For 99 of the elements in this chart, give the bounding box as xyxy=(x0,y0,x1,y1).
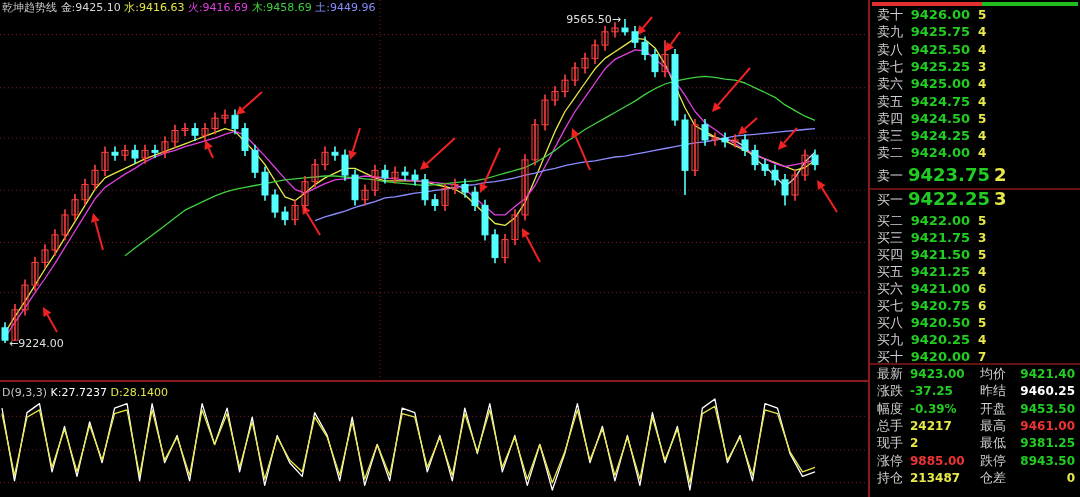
data-label: 9423.00 xyxy=(910,367,965,381)
data-label: 4 xyxy=(978,25,987,40)
data-label: 7 xyxy=(978,350,987,364)
data-label: 3 xyxy=(978,231,987,245)
text: 木:9458.69 xyxy=(251,1,316,14)
category-label: 买一 xyxy=(877,192,903,207)
series-label: D:28.1400 xyxy=(110,386,169,399)
data-label: 9425.00 xyxy=(910,76,970,92)
category-label: 卖一 xyxy=(877,168,903,183)
data-label: 5 xyxy=(978,111,987,126)
data-label: 24217 xyxy=(910,418,952,433)
data-label: 2 xyxy=(994,164,1007,185)
category-label: 现手 xyxy=(877,435,903,451)
data-label: 9460.25 xyxy=(1020,384,1075,399)
data-label: -0.39% xyxy=(910,401,957,416)
category-label: 仓差 xyxy=(980,469,1006,485)
category-label: 幅度 xyxy=(877,400,903,416)
category-label: 买三 xyxy=(877,230,903,245)
category-label: 买四 xyxy=(877,247,903,262)
data-label: 9421.25 xyxy=(910,264,970,279)
data-label: 9425.50 xyxy=(910,41,970,57)
data-label: 9424.75 xyxy=(910,93,970,109)
category-label: 卖三 xyxy=(877,128,903,144)
text: 土:9449.96 xyxy=(315,1,376,14)
data-label: 9420.00 xyxy=(910,349,970,364)
data-label: 9422.00 xyxy=(910,213,970,228)
category-label: 买二 xyxy=(877,213,903,228)
category-label: 涨跌 xyxy=(877,383,903,399)
category-label: 卖九 xyxy=(877,24,903,40)
data-label: 5 xyxy=(978,316,987,330)
data-label: 8943.50 xyxy=(1020,453,1075,468)
category-label: 总手 xyxy=(876,417,903,433)
category-label: 卖二 xyxy=(877,145,903,161)
data-label: 2 xyxy=(910,436,919,451)
data-label: 9424.50 xyxy=(910,110,970,126)
series-label: K:27.7237 xyxy=(50,386,111,399)
data-label: 9421.75 xyxy=(910,230,970,245)
category-label: 最低 xyxy=(980,435,1006,451)
chart-title: D(9,3,3) xyxy=(2,386,51,399)
annotation: ←9224.00 xyxy=(9,337,64,350)
text: 金:9425.10 xyxy=(60,1,125,14)
data-label: -37.25 xyxy=(910,384,953,399)
data-label: 5 xyxy=(978,248,987,262)
data-label: 9420.50 xyxy=(910,315,970,330)
category-label: 跌停 xyxy=(980,452,1006,468)
category-label: 卖七 xyxy=(877,58,903,74)
category-label: 卖四 xyxy=(877,110,903,126)
data-label: 6 xyxy=(978,299,987,313)
data-label: 9421.40 xyxy=(1020,367,1075,381)
data-label: 9420.25 xyxy=(910,332,970,347)
category-label: 买八 xyxy=(877,315,903,330)
annotation: 9565.50→ xyxy=(566,13,621,26)
category-label: 买九 xyxy=(877,332,903,347)
data-label: 9885.00 xyxy=(910,453,965,468)
category-label: 最高 xyxy=(980,417,1006,433)
data-label: 9425.75 xyxy=(910,24,970,40)
category-label: 涨停 xyxy=(877,452,903,468)
category-label: 卖六 xyxy=(877,76,903,92)
data-label: 9381.25 xyxy=(1020,436,1075,451)
data-label: 9424.25 xyxy=(910,128,970,144)
data-label: 4 xyxy=(978,77,987,92)
data-label: 9461.00 xyxy=(1020,418,1075,433)
data-label: 4 xyxy=(978,94,987,109)
data-label: 9421.00 xyxy=(910,281,970,296)
category-label: 买七 xyxy=(877,298,903,313)
data-label: 4 xyxy=(978,146,987,161)
text: 火:9416.69 xyxy=(187,1,252,14)
data-label: 5 xyxy=(978,8,987,22)
category-label: 卖十 xyxy=(877,7,903,22)
data-label: 9423.75 xyxy=(908,164,990,185)
data-label: 9422.25 xyxy=(908,188,990,209)
data-label: 9424.00 xyxy=(910,145,970,161)
category-label: 昨结 xyxy=(980,383,1006,399)
data-label: 4 xyxy=(978,265,987,279)
data-label: 9425.25 xyxy=(910,58,970,74)
data-label: 9421.50 xyxy=(910,247,970,262)
category-label: 最新 xyxy=(877,366,903,381)
data-label: 4 xyxy=(978,42,987,57)
data-label: 3 xyxy=(978,59,987,74)
data-label: 9426.00 xyxy=(910,7,970,22)
category-label: 卖八 xyxy=(877,41,903,57)
category-label: 买十 xyxy=(877,349,903,364)
data-label: 6 xyxy=(978,282,987,296)
data-label: 213487 xyxy=(910,470,961,485)
category-label: 开盘 xyxy=(980,400,1006,416)
data-label: 9453.50 xyxy=(1020,401,1075,416)
data-label: 9420.75 xyxy=(910,298,970,313)
chart-title: 乾坤趋势线 xyxy=(2,1,61,14)
category-label: 持仓 xyxy=(877,469,903,485)
data-label: 3 xyxy=(994,188,1007,209)
category-label: 卖五 xyxy=(877,93,903,109)
text: 水:9416.63 xyxy=(124,1,188,14)
data-label: 4 xyxy=(978,129,987,144)
category-label: 买六 xyxy=(877,281,903,296)
category-label: 买五 xyxy=(877,264,903,279)
data-label: 4 xyxy=(978,333,987,347)
category-label: 均价 xyxy=(979,366,1006,381)
data-label: 5 xyxy=(978,214,987,228)
data-label: 0 xyxy=(1066,470,1075,485)
